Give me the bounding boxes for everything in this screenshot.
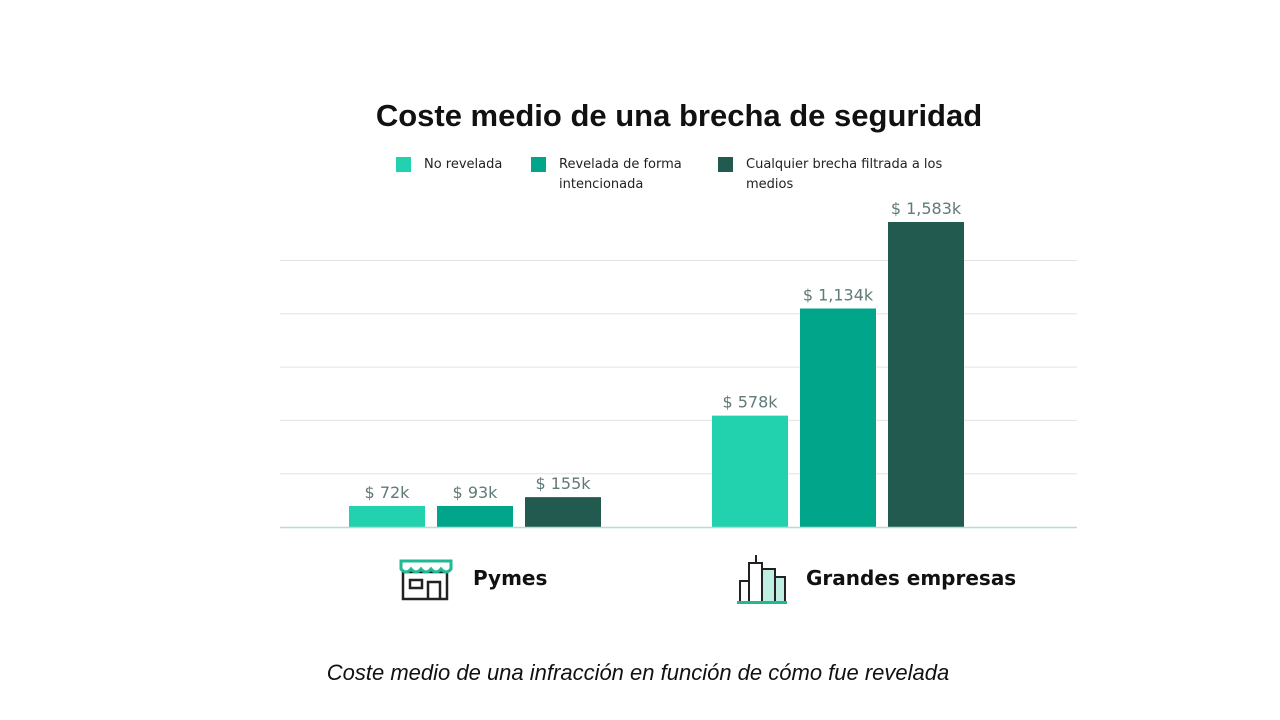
bar-value-label: $ 72k: [365, 483, 411, 502]
bar: [349, 506, 425, 527]
bar-value-label: $ 93k: [453, 483, 499, 502]
office-buildings-icon: [737, 555, 787, 604]
bar: [437, 506, 513, 527]
legend-label: Revelada de forma: [559, 157, 682, 172]
bars: $ 72k $ 93k $ 155k $ 578k $ 1,134k $ 1,583k: [349, 199, 964, 527]
bar: [800, 308, 876, 527]
category-label-grandes-empresas: Grandes empresas: [806, 566, 1016, 590]
bar: [888, 222, 964, 527]
legend-label: intencionada: [559, 177, 643, 192]
storefront-icon: [399, 559, 453, 601]
legend-swatch: [396, 157, 411, 172]
bar-value-label: $ 1,583k: [891, 199, 962, 218]
chart-caption: Coste medio de una infracción en función…: [327, 660, 950, 685]
legend: No revelada Revelada de forma intencionada…: [396, 157, 942, 192]
category-label-pymes: Pymes: [473, 566, 547, 590]
bar: [525, 497, 601, 527]
bar-value-label: $ 1,134k: [803, 286, 874, 305]
legend-label: Cualquier brecha filtrada a los: [746, 157, 942, 172]
legend-swatch: [718, 157, 733, 172]
category-pymes: Pymes: [399, 559, 547, 601]
legend-label: No revelada: [424, 157, 502, 172]
legend-label: medios: [746, 177, 793, 192]
bar-value-label: $ 578k: [722, 393, 778, 412]
bar: [712, 415, 788, 527]
legend-swatch: [531, 157, 546, 172]
bar-value-label: $ 155k: [535, 474, 591, 493]
category-grandes-empresas: Grandes empresas: [737, 555, 1016, 604]
chart-title: Coste medio de una brecha de seguridad: [376, 98, 982, 133]
